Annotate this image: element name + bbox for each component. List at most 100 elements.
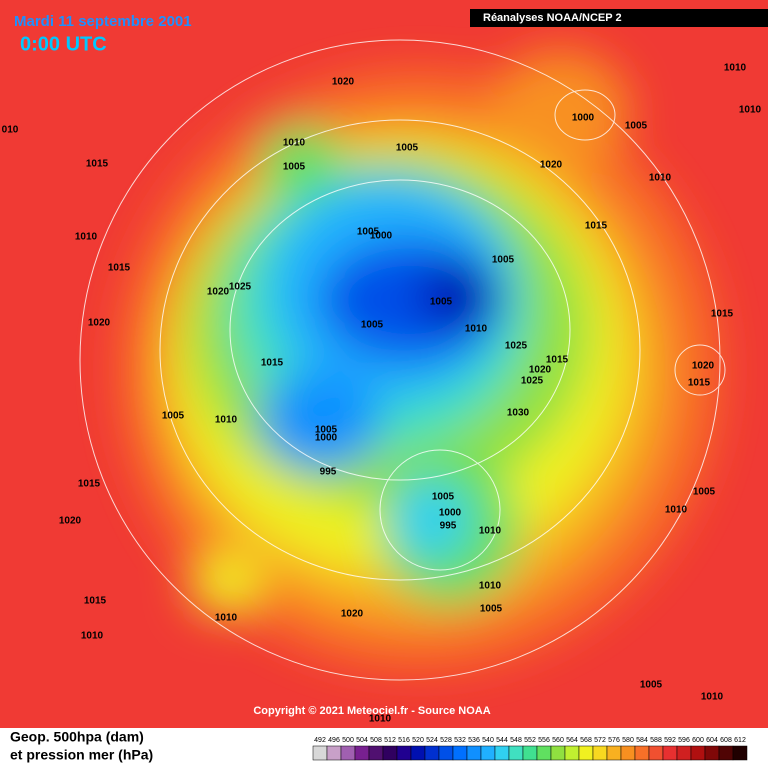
scale-swatch [536,745,552,761]
pressure-label: 1005 [625,121,648,132]
pressure-label: 1015 [546,355,569,366]
scale-swatch [550,745,566,761]
scale-swatch [620,745,636,761]
scale-swatch [690,745,706,761]
scale-swatch [634,745,650,761]
scale-label: 588 [650,737,662,744]
copyright: Copyright © 2021 Meteociel.fr - Source N… [253,705,490,717]
pressure-label: 1005 [361,320,384,331]
pressure-label: 1015 [261,358,284,369]
scale-label: 512 [384,737,396,744]
scale-label: 528 [440,737,452,744]
scale-swatch [732,745,748,761]
scale-swatch [704,745,720,761]
pressure-label: 1005 [315,425,338,436]
pressure-label: 1015 [84,596,107,607]
pressure-label: 1010 [215,415,238,426]
scale-label: 540 [482,737,494,744]
pressure-label: 1005 [162,411,185,422]
pressure-label: 1030 [507,408,530,419]
scale-swatch [340,745,356,761]
pressure-label: 010 [2,125,19,136]
pressure-label: 1005 [432,492,455,503]
scale-label: 612 [734,737,746,744]
pressure-label: 1010 [649,173,672,184]
scale-label: 500 [342,737,354,744]
scale-label: 556 [538,737,550,744]
pressure-label: 1000 [370,231,393,242]
scale-swatch [508,745,524,761]
pressure-label: 1015 [78,479,101,490]
pressure-label: 1020 [88,318,111,329]
scale-swatch [676,745,692,761]
pressure-label: 995 [440,521,457,532]
scale-swatch [662,745,678,761]
pressure-label: 1025 [505,341,528,352]
pressure-label: 1015 [711,309,734,320]
scale-label: 572 [594,737,606,744]
scale-label: 568 [580,737,592,744]
scale-label: 596 [678,737,690,744]
scale-swatch [368,745,384,761]
pressure-label: 1005 [430,297,453,308]
scale-swatch [382,745,398,761]
scale-label: 600 [692,737,704,744]
scale-swatch [522,745,538,761]
pressure-label: 995 [320,467,337,478]
scale-label: 516 [398,737,410,744]
pressure-label: 1005 [283,162,306,173]
scale-swatch [494,745,510,761]
pressure-label: 1015 [108,263,131,274]
pressure-label: 1020 [59,516,82,527]
pressure-label: 1025 [521,376,544,387]
pressure-label: 1015 [585,221,608,232]
pressure-label: 1010 [739,105,762,116]
scale-label: 584 [636,737,648,744]
scale-swatch [606,745,622,761]
scale-swatch [354,745,370,761]
scale-label: 504 [356,737,368,744]
map-time: 0:00 UTC [20,33,107,55]
pressure-label: 1010 [479,581,502,592]
scale-label: 492 [314,737,326,744]
scale-label: 520 [412,737,424,744]
scale-swatch [452,745,468,761]
scale-label: 508 [370,737,382,744]
scale-swatch [480,745,496,761]
pressure-label: 1015 [688,378,711,389]
scale-label: 524 [426,737,438,744]
pressure-label: 1005 [492,255,515,266]
scale-label: 536 [468,737,480,744]
scale-swatch [326,745,342,761]
pressure-label: 1010 [724,63,747,74]
pressure-label: 1005 [357,227,380,238]
map-title: Mardi 11 septembre 2001 [14,13,192,30]
pressure-label: 1010 [81,631,104,642]
scale-label: 592 [664,737,676,744]
scale-label: 576 [608,737,620,744]
pressure-label: 1000 [315,433,338,444]
pressure-label: 1020 [540,160,563,171]
scale-swatch [438,745,454,761]
map-field [0,0,768,728]
pressure-label: 1020 [692,361,715,372]
pressure-label: 1010 [283,138,306,149]
pressure-label: 1010 [701,692,724,703]
scale-swatch [466,745,482,761]
scale-swatch [578,745,594,761]
scale-label: 604 [706,737,718,744]
pressure-label: 1020 [332,77,355,88]
pressure-label: 1010 [75,232,98,243]
scale-swatch [592,745,608,761]
pressure-label: 1000 [439,508,462,519]
legend-line1: Geop. 500hpa (dam) [10,729,144,745]
pressure-label: 1010 [665,505,688,516]
scale-label: 548 [510,737,522,744]
scale-swatch [564,745,580,761]
pressure-label: 1025 [229,282,252,293]
scale-label: 560 [552,737,564,744]
scale-swatch [312,745,328,761]
pressure-label: 1015 [86,159,109,170]
pressure-label: 1020 [529,365,552,376]
